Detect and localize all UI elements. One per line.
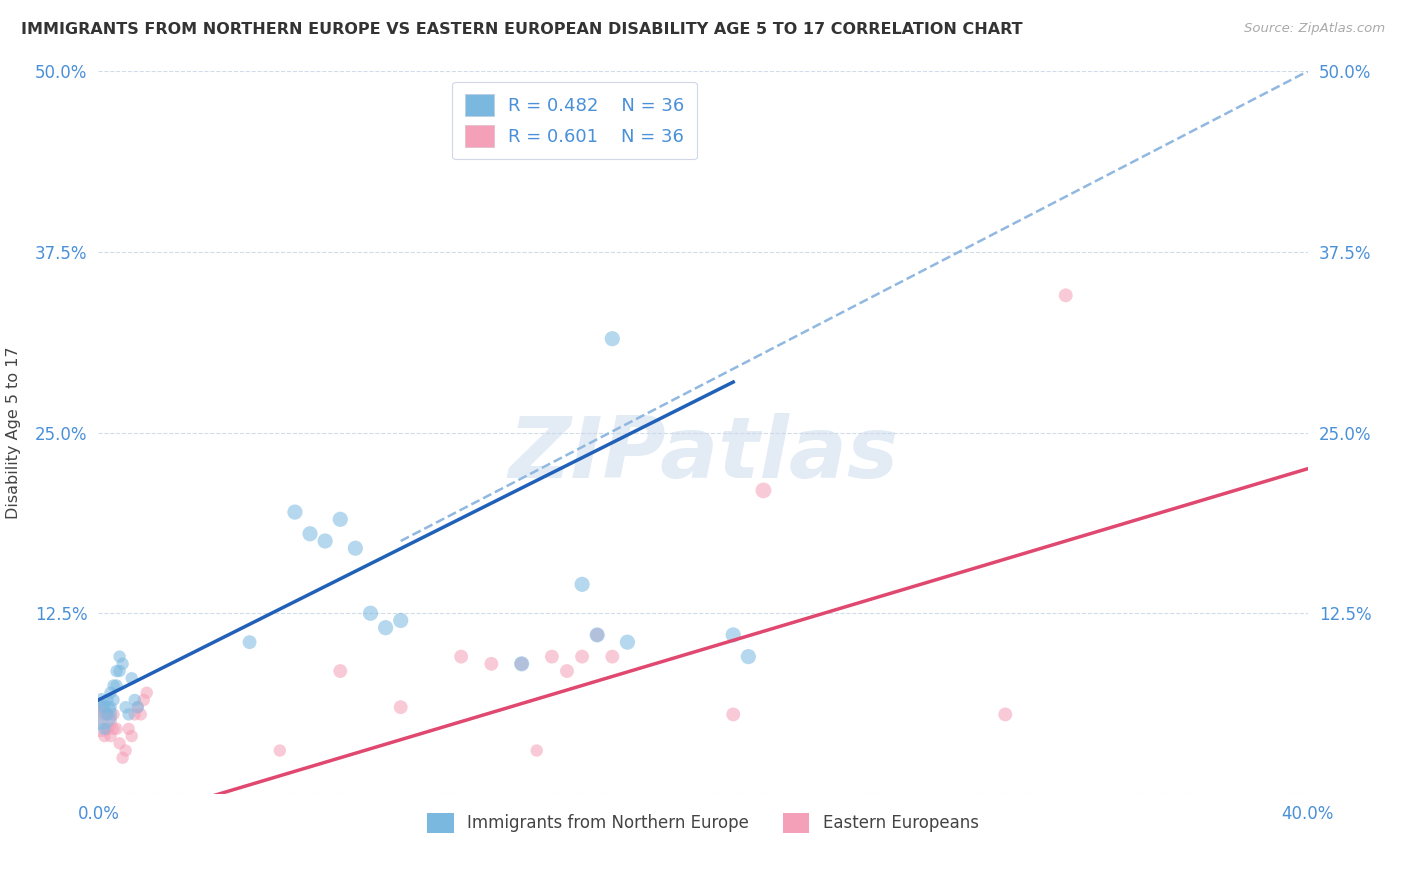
Text: Source: ZipAtlas.com: Source: ZipAtlas.com: [1244, 22, 1385, 36]
Point: [723, 628, 745, 642]
Point: [269, 743, 291, 757]
Point: [121, 671, 143, 685]
Point: [135, 686, 157, 700]
Point: [108, 664, 131, 678]
Point: [344, 541, 367, 556]
Point: [90, 714, 112, 729]
Point: [360, 607, 382, 621]
Point: [93, 722, 115, 736]
Point: [481, 657, 503, 671]
Y-axis label: Disability Age 5 to 17: Disability Age 5 to 17: [6, 346, 21, 519]
Legend: Immigrants from Northern Europe, Eastern Europeans: Immigrants from Northern Europe, Eastern…: [420, 806, 986, 839]
Point: [510, 657, 533, 671]
Point: [314, 533, 336, 548]
Point: [118, 707, 141, 722]
Point: [103, 693, 125, 707]
Point: [602, 332, 624, 346]
Point: [737, 649, 759, 664]
Point: [329, 664, 352, 678]
Point: [96, 722, 118, 736]
Point: [127, 700, 149, 714]
Point: [239, 635, 262, 649]
Point: [124, 707, 146, 722]
Point: [93, 729, 115, 743]
Point: [994, 707, 1017, 722]
Point: [571, 649, 593, 664]
Point: [329, 512, 352, 526]
Point: [105, 722, 128, 736]
Point: [93, 707, 115, 722]
Point: [96, 707, 118, 722]
Point: [111, 751, 134, 765]
Point: [752, 483, 775, 498]
Point: [118, 722, 141, 736]
Point: [374, 621, 396, 635]
Point: [90, 700, 112, 714]
Point: [571, 577, 593, 591]
Point: [510, 657, 533, 671]
Point: [586, 628, 609, 642]
Point: [540, 649, 562, 664]
Point: [284, 505, 307, 519]
Point: [389, 700, 412, 714]
Point: [723, 707, 745, 722]
Point: [114, 743, 136, 757]
Text: ZIPatlas: ZIPatlas: [508, 413, 898, 496]
Point: [586, 628, 609, 642]
Point: [132, 693, 155, 707]
Point: [1054, 288, 1077, 302]
Point: [114, 700, 136, 714]
Point: [555, 664, 578, 678]
Point: [111, 657, 134, 671]
Point: [124, 693, 146, 707]
Point: [299, 526, 322, 541]
Point: [100, 729, 122, 743]
Text: IMMIGRANTS FROM NORTHERN EUROPE VS EASTERN EUROPEAN DISABILITY AGE 5 TO 17 CORRE: IMMIGRANTS FROM NORTHERN EUROPE VS EASTE…: [21, 22, 1022, 37]
Point: [105, 678, 128, 692]
Point: [129, 707, 152, 722]
Point: [100, 700, 122, 714]
Point: [121, 729, 143, 743]
Point: [96, 707, 118, 722]
Point: [103, 678, 125, 692]
Point: [526, 743, 548, 757]
Point: [108, 736, 131, 750]
Point: [90, 693, 112, 707]
Point: [103, 722, 125, 736]
Point: [103, 707, 125, 722]
Point: [93, 700, 115, 714]
Point: [127, 700, 149, 714]
Point: [105, 664, 128, 678]
Point: [100, 686, 122, 700]
Point: [602, 649, 624, 664]
Point: [450, 649, 472, 664]
Point: [616, 635, 638, 649]
Point: [108, 649, 131, 664]
Point: [389, 614, 412, 628]
Point: [96, 693, 118, 707]
Point: [90, 707, 112, 722]
